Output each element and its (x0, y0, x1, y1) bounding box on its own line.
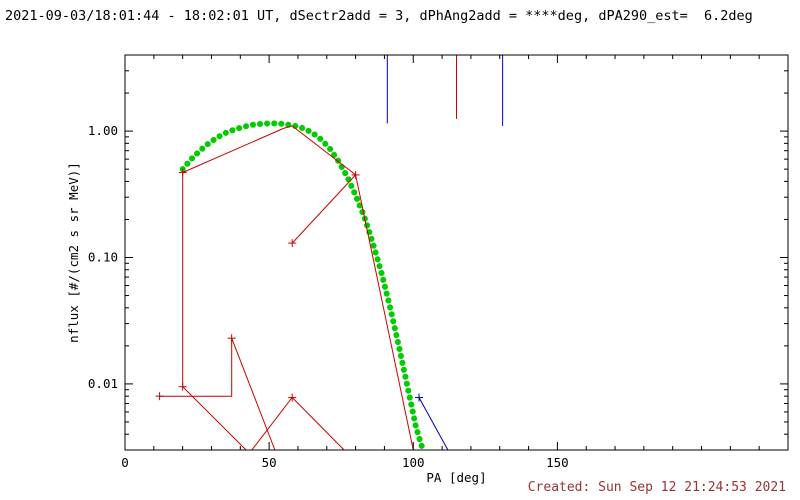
fit-curve-green (179, 120, 425, 450)
blue-trace-low (418, 397, 449, 451)
created-note: Created: Sun Sep 12 21:24:53 2021 (527, 480, 786, 495)
x-tick-label: 0 (121, 455, 129, 470)
x-tick-label: 150 (546, 455, 569, 470)
red-trace-low-left (159, 338, 276, 451)
y-tick-label: 0.01 (88, 376, 118, 391)
plot-title: 2021-09-03/18:01:44 - 18:02:01 UT, dSect… (5, 8, 753, 24)
y-axis-label: nflux [#/(cm2 s sr MeV)] (66, 162, 81, 343)
x-tick-label: 50 (262, 455, 277, 470)
red-trace-low-mid (251, 396, 345, 451)
red-trace-rise (291, 174, 356, 244)
x-tick-label: 100 (402, 455, 425, 470)
red-trace-main (182, 125, 414, 451)
plot-box (124, 54, 789, 451)
red-trace-vertical (182, 172, 247, 451)
y-tick-label: 1.00 (88, 123, 118, 138)
y-tick-label: 0.10 (88, 250, 118, 265)
x-axis-label: PA [deg] (426, 470, 486, 485)
